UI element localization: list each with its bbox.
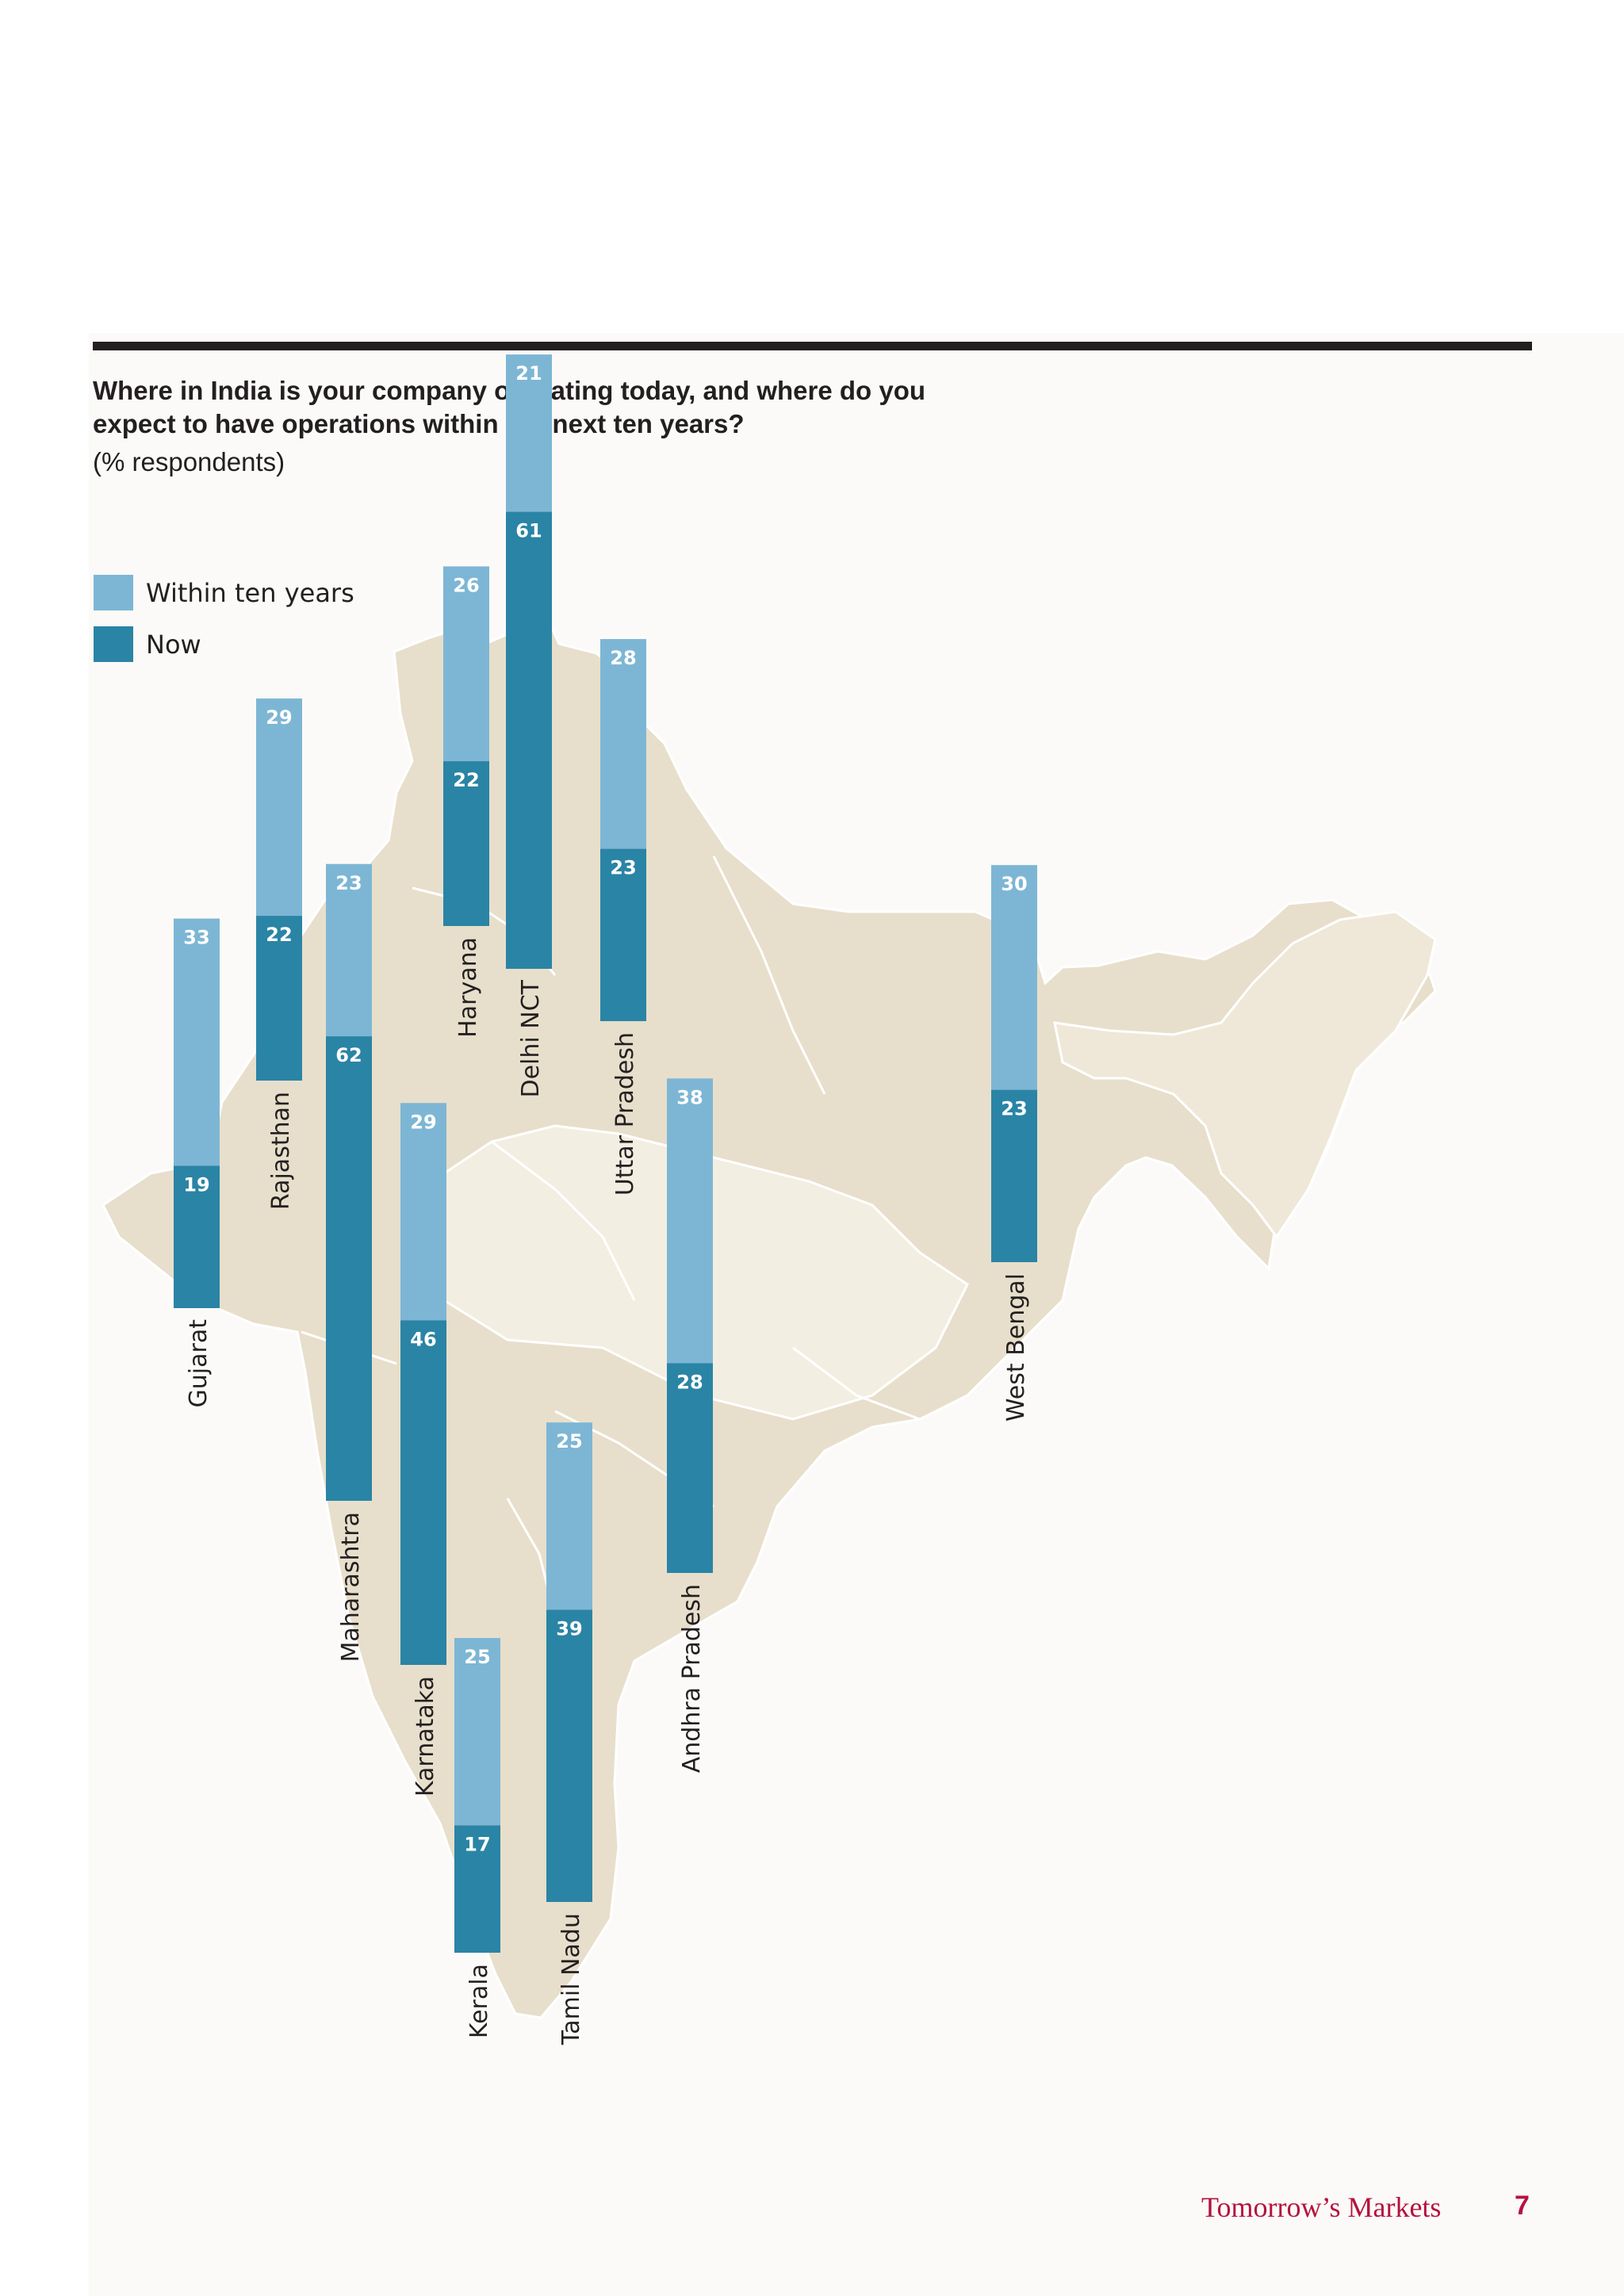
bar-within-ten-years-gujarat xyxy=(174,918,220,1166)
bar-within-ten-years-rajasthan xyxy=(256,698,302,916)
bar-within-ten-years-kerala xyxy=(454,1638,500,1826)
data-label-now-gujarat: 19 xyxy=(183,1173,209,1196)
data-label-within-ten-years-tamil-nadu: 25 xyxy=(556,1430,582,1452)
data-label-within-ten-years-delhi-nct: 21 xyxy=(515,362,542,385)
data-label-within-ten-years-gujarat: 33 xyxy=(183,927,209,949)
bar-now-andhra-pradesh xyxy=(667,1363,713,1573)
category-label-karnataka: Karnataka xyxy=(412,1676,439,1797)
bar-now-rajasthan xyxy=(256,916,302,1081)
legend-swatch-within-ten-years xyxy=(94,575,133,610)
data-label-within-ten-years-andhra-pradesh: 38 xyxy=(676,1086,703,1108)
data-label-now-delhi-nct: 61 xyxy=(515,520,542,542)
top-rule xyxy=(93,342,1532,350)
category-label-gujarat: Gujarat xyxy=(185,1319,213,1408)
data-label-within-ten-years-rajasthan: 29 xyxy=(266,706,292,729)
category-label-tamil-nadu: Tamil Nadu xyxy=(557,1913,585,2045)
bar-now-maharashtra xyxy=(326,1036,372,1501)
bar-now-uttar-pradesh xyxy=(600,848,646,1021)
data-label-within-ten-years-karnataka: 29 xyxy=(410,1111,436,1133)
legend-swatch-now xyxy=(94,626,133,662)
bar-group-delhi-nct: 21 61 Delhi NCT xyxy=(506,354,552,1098)
bar-group-gujarat: 33 19 Gujarat xyxy=(174,918,220,1408)
data-label-now-kerala: 17 xyxy=(464,1833,490,1855)
bar-now-delhi-nct xyxy=(506,511,552,969)
data-label-within-ten-years-maharashtra: 23 xyxy=(335,872,362,894)
bars: 3319Gujarat2922Rajasthan2362Maharashtra2… xyxy=(174,354,1037,2045)
bar-group-rajasthan: 29 22 Rajasthan xyxy=(256,698,302,1210)
bar-now-karnataka xyxy=(400,1320,446,1665)
category-label-maharashtra: Maharashtra xyxy=(337,1512,365,1663)
legend: Within ten years Now xyxy=(94,575,354,662)
category-label-andhra-pradesh: Andhra Pradesh xyxy=(678,1584,706,1773)
data-label-now-karnataka: 46 xyxy=(410,1328,436,1350)
bar-group-maharashtra: 23 62 Maharashtra xyxy=(326,863,372,1663)
chart-subtitle: (% respondents) xyxy=(93,447,285,476)
data-label-now-tamil-nadu: 39 xyxy=(556,1617,582,1640)
data-label-now-rajasthan: 22 xyxy=(266,924,292,946)
category-label-uttar-pradesh: Uttar Pradesh xyxy=(611,1032,639,1196)
bar-within-ten-years-haryana xyxy=(443,566,489,762)
india-map-northeast xyxy=(1053,910,1437,1239)
bar-group-haryana: 26 22 Haryana xyxy=(443,566,489,1038)
category-label-delhi-nct: Delhi NCT xyxy=(517,979,545,1097)
bar-group-west-bengal: 30 23 West Bengal xyxy=(991,865,1037,1422)
bar-within-ten-years-delhi-nct xyxy=(506,354,552,512)
bar-now-haryana xyxy=(443,761,489,926)
data-label-now-haryana: 22 xyxy=(453,769,479,791)
data-label-now-west-bengal: 23 xyxy=(1001,1098,1027,1120)
category-label-west-bengal: West Bengal xyxy=(1002,1273,1030,1422)
bar-now-west-bengal xyxy=(991,1089,1037,1262)
data-label-now-maharashtra: 62 xyxy=(335,1044,362,1066)
data-label-now-andhra-pradesh: 28 xyxy=(676,1371,703,1393)
bar-group-uttar-pradesh: 28 23 Uttar Pradesh xyxy=(600,639,646,1196)
bar-group-kerala: 25 17 Kerala xyxy=(454,1638,500,2038)
category-label-kerala: Kerala xyxy=(465,1964,493,2038)
data-label-within-ten-years-kerala: 25 xyxy=(464,1646,490,1668)
category-label-rajasthan: Rajasthan xyxy=(267,1092,295,1210)
bar-now-gujarat xyxy=(174,1165,220,1308)
page-number: 7 xyxy=(1515,2191,1530,2221)
bar-within-ten-years-andhra-pradesh xyxy=(667,1078,713,1364)
data-label-now-uttar-pradesh: 23 xyxy=(610,857,636,879)
bar-within-ten-years-uttar-pradesh xyxy=(600,639,646,849)
data-label-within-ten-years-haryana: 26 xyxy=(453,574,479,596)
footer-publication-title: Tomorrow’s Markets xyxy=(1201,2191,1442,2223)
data-label-within-ten-years-west-bengal: 30 xyxy=(1001,873,1027,895)
bar-group-andhra-pradesh: 38 28 Andhra Pradesh xyxy=(667,1078,713,1773)
bar-within-ten-years-karnataka xyxy=(400,1103,446,1321)
legend-label-now: Now xyxy=(146,629,201,660)
india-map xyxy=(102,566,1437,2019)
bar-within-ten-years-tamil-nadu xyxy=(546,1422,592,1610)
bar-within-ten-years-west-bengal xyxy=(991,865,1037,1090)
bar-group-tamil-nadu: 25 39 Tamil Nadu xyxy=(546,1422,592,2045)
category-label-haryana: Haryana xyxy=(454,937,482,1038)
bar-group-karnataka: 29 46 Karnataka xyxy=(400,1103,446,1797)
bar-now-tamil-nadu xyxy=(546,1609,592,1902)
data-label-within-ten-years-uttar-pradesh: 28 xyxy=(610,647,636,669)
bar-within-ten-years-maharashtra xyxy=(326,863,372,1037)
legend-label-within-ten-years: Within ten years xyxy=(146,578,354,608)
bar-now-kerala xyxy=(454,1825,500,1953)
